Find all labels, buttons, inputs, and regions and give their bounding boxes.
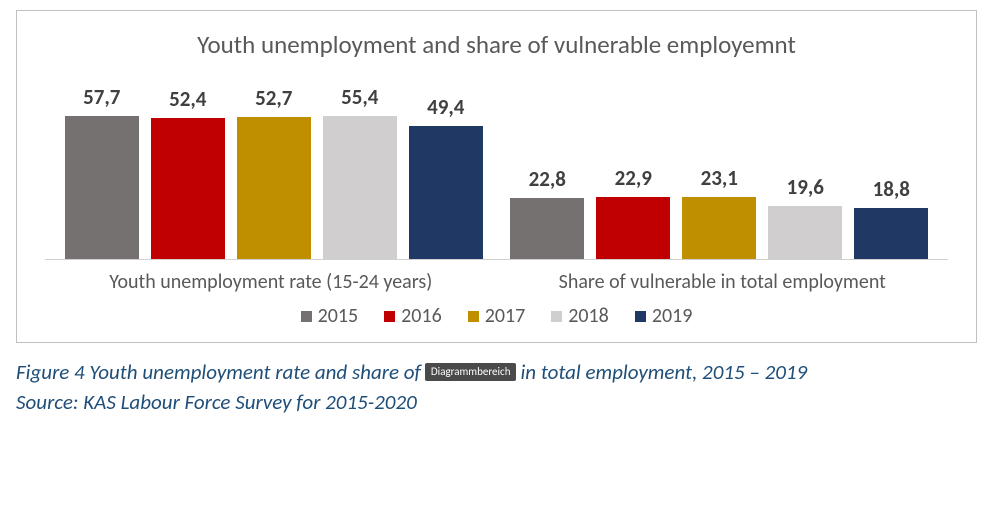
- bar-value-label: 57,7: [83, 84, 120, 110]
- bar: 23,1: [682, 84, 756, 259]
- bar: 55,4: [323, 84, 397, 259]
- bar-value-label: 49,4: [427, 94, 464, 120]
- caption-text-pre: Figure 4 Youth unemployment rate and sha…: [16, 357, 421, 387]
- bar-rect: [596, 197, 670, 259]
- bar-rect: [323, 116, 397, 259]
- bar: 22,9: [596, 84, 670, 259]
- x-axis-label: Youth unemployment rate (15-24 years): [45, 270, 497, 294]
- caption-line-1: Figure 4 Youth unemployment rate and sha…: [16, 357, 977, 387]
- legend-swatch: [551, 311, 562, 322]
- bar-value-label: 55,4: [341, 84, 378, 110]
- bar-rect: [682, 197, 756, 259]
- bar-value-label: 22,9: [615, 165, 652, 191]
- bar: 52,7: [237, 84, 311, 259]
- bar-rect: [237, 117, 311, 259]
- chart-title: Youth unemployment and share of vulnerab…: [45, 29, 948, 60]
- chart-legend: 2015 2016 2017 2018 2019: [45, 304, 948, 328]
- tooltip-chip: Diagrammbereich: [425, 363, 517, 381]
- legend-label: 2015: [318, 304, 359, 328]
- bar: 19,6: [768, 84, 842, 259]
- chart-x-axis: Youth unemployment rate (15-24 years)Sha…: [45, 270, 948, 294]
- bar: 22,8: [510, 84, 584, 259]
- bar-value-label: 22,8: [529, 166, 566, 192]
- legend-swatch: [635, 311, 646, 322]
- legend-swatch: [384, 311, 395, 322]
- caption-text-post: in total employment, 2015 – 2019: [520, 357, 807, 387]
- legend-swatch: [468, 311, 479, 322]
- legend-swatch: [301, 311, 312, 322]
- legend-label: 2016: [401, 304, 442, 328]
- bar-group: 57,7 52,4 52,7 55,4 49,4: [51, 84, 497, 259]
- x-axis-label: Share of vulnerable in total employment: [497, 270, 949, 294]
- legend-item: 2015: [301, 304, 359, 328]
- bar-rect: [854, 208, 928, 259]
- bar-rect: [409, 126, 483, 259]
- figure-container: Youth unemployment and share of vulnerab…: [0, 0, 993, 434]
- legend-item: 2016: [384, 304, 442, 328]
- legend-label: 2019: [652, 304, 693, 328]
- bar-rect: [510, 198, 584, 259]
- legend-item: 2019: [635, 304, 693, 328]
- legend-item: 2018: [551, 304, 609, 328]
- legend-label: 2018: [568, 304, 609, 328]
- bar: 57,7: [65, 84, 139, 259]
- bar-value-label: 23,1: [701, 165, 738, 191]
- bar-group: 22,8 22,9 23,1 19,6 18,8: [497, 84, 943, 259]
- bar-value-label: 52,4: [169, 86, 206, 112]
- figure-caption: Figure 4 Youth unemployment rate and sha…: [16, 357, 977, 418]
- caption-line-2: Source: KAS Labour Force Survey for 2015…: [16, 387, 977, 417]
- bar-value-label: 19,6: [787, 174, 824, 200]
- bar-rect: [768, 206, 842, 259]
- bar-value-label: 18,8: [873, 176, 910, 202]
- bar-rect: [65, 116, 139, 259]
- chart-frame: Youth unemployment and share of vulnerab…: [16, 10, 977, 343]
- bar-rect: [151, 118, 225, 259]
- bar: 18,8: [854, 84, 928, 259]
- bar-value-label: 52,7: [255, 85, 292, 111]
- bar: 52,4: [151, 84, 225, 259]
- bar: 49,4: [409, 84, 483, 259]
- chart-plot-area: 57,7 52,4 52,7 55,4 49,4 22,8 22,9 23,1 19,6 18,8: [45, 84, 948, 260]
- legend-item: 2017: [468, 304, 526, 328]
- legend-label: 2017: [485, 304, 526, 328]
